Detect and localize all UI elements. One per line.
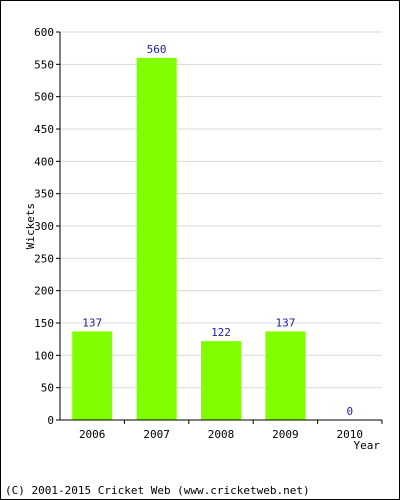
- y-tick-label: 300: [34, 220, 54, 233]
- y-tick-label: 100: [34, 349, 54, 362]
- y-tick-label: 450: [34, 123, 54, 136]
- data-labels: 137 560 122 137 0: [82, 43, 353, 418]
- y-axis-title: Wickets: [24, 203, 37, 249]
- y-tick-label: 400: [34, 155, 54, 168]
- data-label-2006: 137: [82, 316, 102, 329]
- grid-lines: [60, 31, 382, 389]
- y-tick-label: 50: [41, 382, 54, 395]
- bar-2006: [72, 331, 113, 420]
- data-label-2010: 0: [346, 405, 353, 418]
- x-axis-title: Year: [354, 439, 381, 452]
- bar-2008: [201, 341, 241, 420]
- bar-2007: [136, 57, 177, 420]
- y-tick-label: 500: [34, 91, 54, 104]
- y-tick-label: 600: [34, 26, 54, 39]
- y-tick-label: 0: [47, 414, 54, 427]
- y-tick-labels: 0 50 100 150 200 250 300 350 400 450 500 550 600: [34, 26, 60, 427]
- data-label-2009: 137: [275, 316, 295, 329]
- y-tick-label: 250: [34, 252, 54, 265]
- x-tick-label-2007: 2007: [143, 428, 170, 441]
- y-tick-label: 200: [34, 285, 54, 298]
- bar-2009: [265, 331, 306, 420]
- x-tick-label-2009: 2009: [272, 428, 299, 441]
- x-tick-label-2008: 2008: [208, 428, 235, 441]
- y-tick-label: 150: [34, 317, 54, 330]
- x-tick-label-2006: 2006: [79, 428, 106, 441]
- x-tick-label-2010: 2010: [337, 428, 364, 441]
- data-label-2008: 122: [211, 326, 231, 339]
- data-label-2007: 560: [147, 43, 167, 56]
- y-tick-label: 350: [34, 188, 54, 201]
- bars: [72, 57, 306, 420]
- x-tick-labels: 2006 2007 2008 2009 2010: [79, 420, 383, 441]
- copyright-footer: (C) 2001-2015 Cricket Web (www.cricketwe…: [5, 484, 310, 497]
- y-tick-label: 550: [34, 58, 54, 71]
